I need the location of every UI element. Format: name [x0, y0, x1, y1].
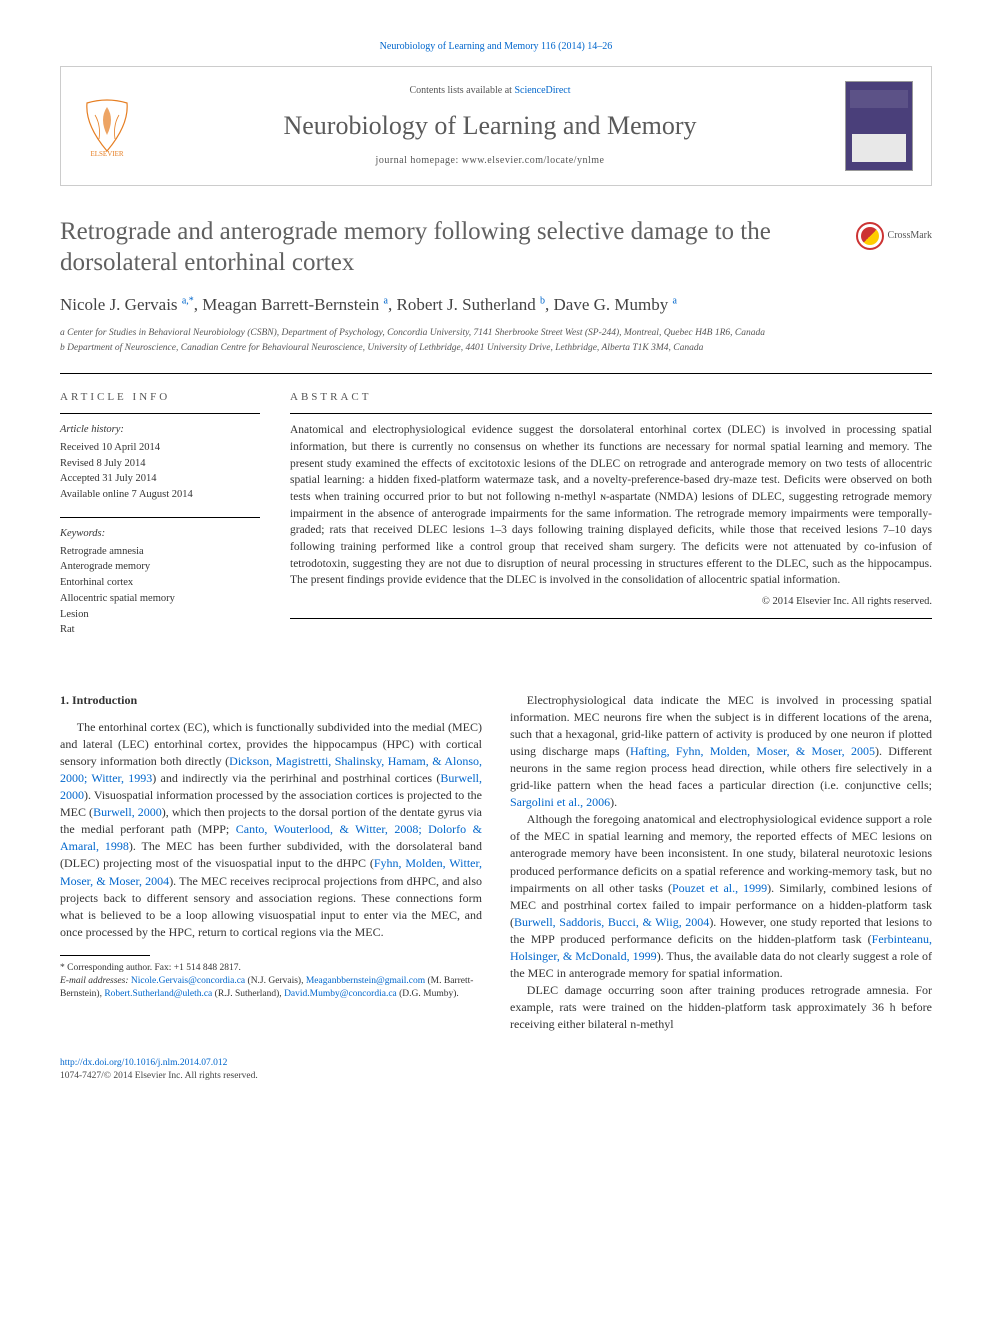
corresponding-author-note: * Corresponding author. Fax: +1 514 848 …: [60, 962, 482, 975]
section-1-heading: 1. Introduction: [60, 692, 482, 709]
page-container: Neurobiology of Learning and Memory 116 …: [0, 0, 992, 1123]
article-history-label: Article history:: [60, 422, 260, 438]
contents-prefix: Contents lists available at: [409, 85, 514, 96]
issn-copyright: 1074-7427/© 2014 Elsevier Inc. All right…: [60, 1071, 258, 1081]
divider: [60, 413, 260, 414]
affiliation-b: b Department of Neuroscience, Canadian C…: [60, 341, 932, 355]
citation-link[interactable]: Pouzet et al., 1999: [672, 881, 767, 895]
journal-header-center: Contents lists available at ScienceDirec…: [151, 84, 829, 168]
affiliations: a Center for Studies in Behavioral Neuro…: [60, 326, 932, 355]
citation-link[interactable]: Burwell, Saddoris, Bucci, & Wiig, 2004: [514, 915, 709, 929]
body-paragraph-1: The entorhinal cortex (EC), which is fun…: [60, 719, 482, 940]
bottom-doi-line: http://dx.doi.org/10.1016/j.nlm.2014.07.…: [60, 1057, 932, 1084]
email-addresses-note: E-mail addresses: Nicole.Gervais@concord…: [60, 975, 482, 1002]
divider: [60, 517, 260, 518]
citation-link[interactable]: Burwell, 2000: [93, 805, 162, 819]
elsevier-logo-icon: ELSEVIER: [79, 95, 135, 157]
footnotes-block: * Corresponding author. Fax: +1 514 848 …: [60, 962, 482, 1002]
abstract-column: ABSTRACT Anatomical and electrophysiolog…: [290, 390, 932, 652]
journal-homepage: journal homepage: www.elsevier.com/locat…: [151, 154, 829, 168]
affiliation-a: a Center for Studies in Behavioral Neuro…: [60, 326, 932, 340]
keyword: Anterograde memory: [60, 559, 260, 575]
abstract-heading: ABSTRACT: [290, 390, 932, 405]
divider: [290, 618, 932, 619]
top-citation: Neurobiology of Learning and Memory 116 …: [60, 40, 932, 54]
footnote-separator: [60, 955, 150, 956]
body-two-columns: 1. Introduction The entorhinal cortex (E…: [60, 692, 932, 1033]
citation-link[interactable]: Sargolini et al., 2006: [510, 795, 610, 809]
citation-link[interactable]: Hafting, Fyhn, Molden, Moser, & Moser, 2…: [630, 744, 875, 758]
authors-line: Nicole J. Gervais a,*, Meagan Barrett-Be…: [60, 293, 932, 317]
keyword: Retrograde amnesia: [60, 544, 260, 560]
body-paragraph-3: Although the foregoing anatomical and el…: [510, 811, 932, 981]
history-received: Received 10 April 2014: [60, 440, 260, 456]
abstract-copyright: © 2014 Elsevier Inc. All rights reserved…: [290, 595, 932, 610]
keyword: Rat: [60, 622, 260, 638]
body-paragraph-2: Electrophysiological data indicate the M…: [510, 692, 932, 811]
abstract-text: Anatomical and electrophysiological evid…: [290, 422, 932, 589]
contents-available-line: Contents lists available at ScienceDirec…: [151, 84, 829, 98]
journal-header: ELSEVIER Contents lists available at Sci…: [60, 66, 932, 186]
homepage-prefix: journal homepage:: [376, 155, 462, 166]
crossmark-badge[interactable]: CrossMark: [856, 222, 932, 250]
article-info-column: ARTICLE INFO Article history: Received 1…: [60, 390, 260, 652]
title-row: Retrograde and anterograde memory follow…: [60, 216, 932, 279]
keywords-block: Keywords: Retrograde amnesia Anterograde…: [60, 526, 260, 638]
svg-text:ELSEVIER: ELSEVIER: [90, 150, 123, 157]
history-online: Available online 7 August 2014: [60, 487, 260, 503]
history-accepted: Accepted 31 July 2014: [60, 471, 260, 487]
keyword: Lesion: [60, 607, 260, 623]
keyword: Entorhinal cortex: [60, 575, 260, 591]
crossmark-icon: [856, 222, 884, 250]
info-abstract-row: ARTICLE INFO Article history: Received 1…: [60, 374, 932, 652]
doi-link[interactable]: http://dx.doi.org/10.1016/j.nlm.2014.07.…: [60, 1058, 227, 1068]
email-label: E-mail addresses:: [60, 976, 131, 986]
crossmark-label: CrossMark: [888, 229, 932, 243]
journal-cover-thumbnail: [845, 81, 913, 171]
sciencedirect-link[interactable]: ScienceDirect: [514, 85, 570, 96]
article-history-block: Article history: Received 10 April 2014 …: [60, 422, 260, 503]
article-title: Retrograde and anterograde memory follow…: [60, 216, 836, 279]
homepage-url: www.elsevier.com/locate/ynlme: [462, 155, 605, 166]
divider: [290, 413, 932, 414]
keyword: Allocentric spatial memory: [60, 591, 260, 607]
journal-name: Neurobiology of Learning and Memory: [151, 108, 829, 144]
history-revised: Revised 8 July 2014: [60, 456, 260, 472]
article-info-heading: ARTICLE INFO: [60, 390, 260, 405]
body-paragraph-4: DLEC damage occurring soon after trainin…: [510, 982, 932, 1033]
keywords-label: Keywords:: [60, 526, 260, 542]
